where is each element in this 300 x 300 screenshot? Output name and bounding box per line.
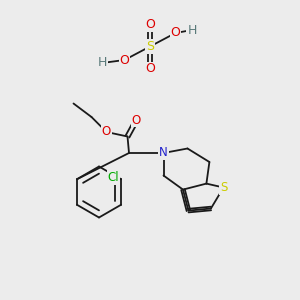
Text: O: O <box>132 113 141 127</box>
Text: N: N <box>159 146 168 160</box>
Text: S: S <box>220 181 227 194</box>
Text: O: O <box>171 26 180 40</box>
Text: Cl: Cl <box>108 171 119 184</box>
Text: S: S <box>146 40 154 53</box>
Text: O: O <box>145 62 155 76</box>
Text: O: O <box>120 53 129 67</box>
Text: O: O <box>102 125 111 139</box>
Text: O: O <box>145 17 155 31</box>
Text: H: H <box>187 23 197 37</box>
Text: H: H <box>97 56 107 70</box>
